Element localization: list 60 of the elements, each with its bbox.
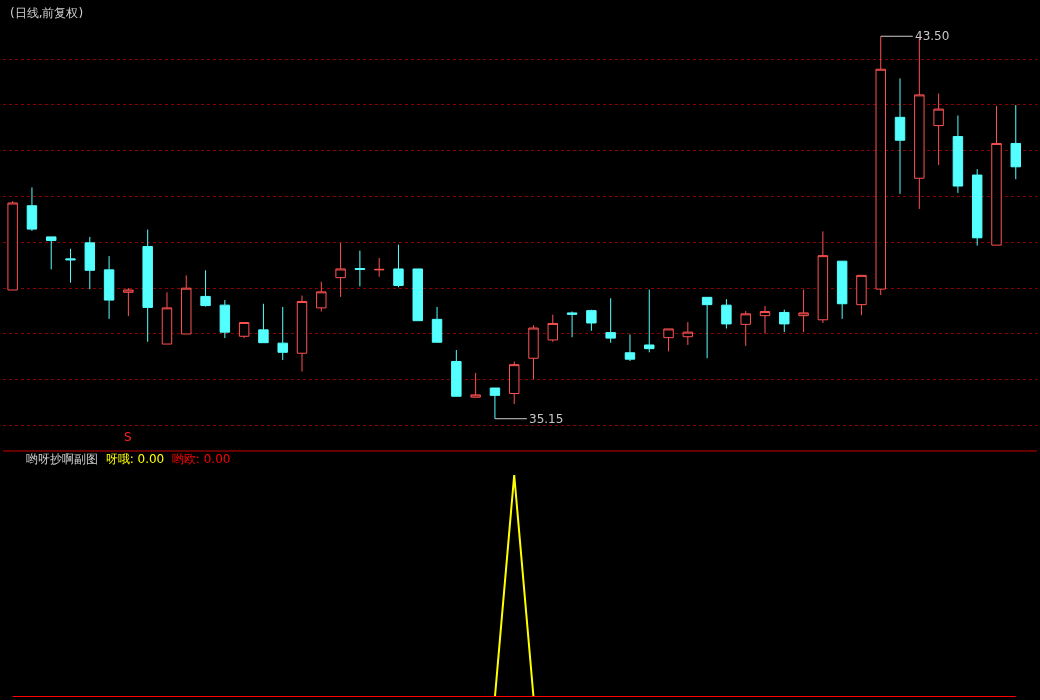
- candlestick: [335, 242, 346, 298]
- candlestick: [65, 248, 76, 284]
- candlestick: [181, 274, 192, 335]
- candlestick: [470, 372, 481, 398]
- candlestick: [277, 306, 288, 361]
- candlestick: [7, 200, 18, 291]
- candlestick: [26, 186, 38, 232]
- candlestick: [779, 309, 790, 333]
- candlestick: [971, 168, 983, 247]
- candlestick: [161, 291, 173, 345]
- candlestick: [200, 269, 211, 307]
- candlestick: [759, 305, 771, 335]
- text: 哟欧: 0.00: [171, 452, 231, 466]
- candlestick: [238, 322, 250, 339]
- candlestick: [1010, 104, 1022, 180]
- candlestick: [682, 321, 694, 346]
- candlestick: [856, 274, 867, 316]
- candlestick: [142, 229, 153, 343]
- candlestick: [431, 306, 443, 344]
- candlestick: [817, 230, 829, 324]
- annotation: 43.50: [915, 29, 950, 43]
- candlestick: [528, 324, 539, 380]
- candlestick: [46, 236, 57, 270]
- candlestick: [663, 328, 674, 352]
- candlestick: [489, 387, 501, 420]
- candlestick: [740, 310, 751, 347]
- candlestick: [624, 333, 636, 362]
- candlestick: [258, 303, 269, 344]
- candlestick: [547, 314, 559, 343]
- candlestick: [508, 360, 520, 405]
- chart-title: 哟呀抄啊副图: [26, 452, 98, 466]
- candlestick: [316, 281, 327, 313]
- candlestick: [798, 289, 809, 333]
- candlestick: [952, 115, 964, 194]
- candlestick: [933, 93, 944, 166]
- candlestick: [84, 236, 96, 290]
- text: 呀哦: 0.00: [105, 452, 165, 466]
- candlestick: [701, 296, 713, 359]
- chart-title: (日线,前复权): [10, 6, 84, 20]
- candlestick: [296, 295, 308, 373]
- candlestick: [836, 260, 848, 320]
- candlestick: [219, 299, 231, 339]
- candlestick: [373, 257, 385, 278]
- candlestick: [605, 297, 616, 344]
- candlestick: [875, 35, 886, 296]
- candlestick: [393, 244, 404, 288]
- candlestick: [566, 311, 578, 338]
- candlestick: [103, 255, 115, 320]
- candlestick: [586, 309, 597, 332]
- candlestick: [644, 289, 655, 353]
- candlestick: [354, 250, 366, 287]
- candlestick: [412, 268, 423, 322]
- candlestick: [914, 38, 925, 210]
- candlestick: [451, 349, 462, 397]
- annotation: 35.15: [529, 412, 564, 426]
- text: S: [124, 430, 132, 444]
- candlestick: [894, 77, 906, 195]
- candlestick: [123, 287, 134, 317]
- candlestick: [721, 298, 732, 329]
- candlestick: [991, 105, 1002, 246]
